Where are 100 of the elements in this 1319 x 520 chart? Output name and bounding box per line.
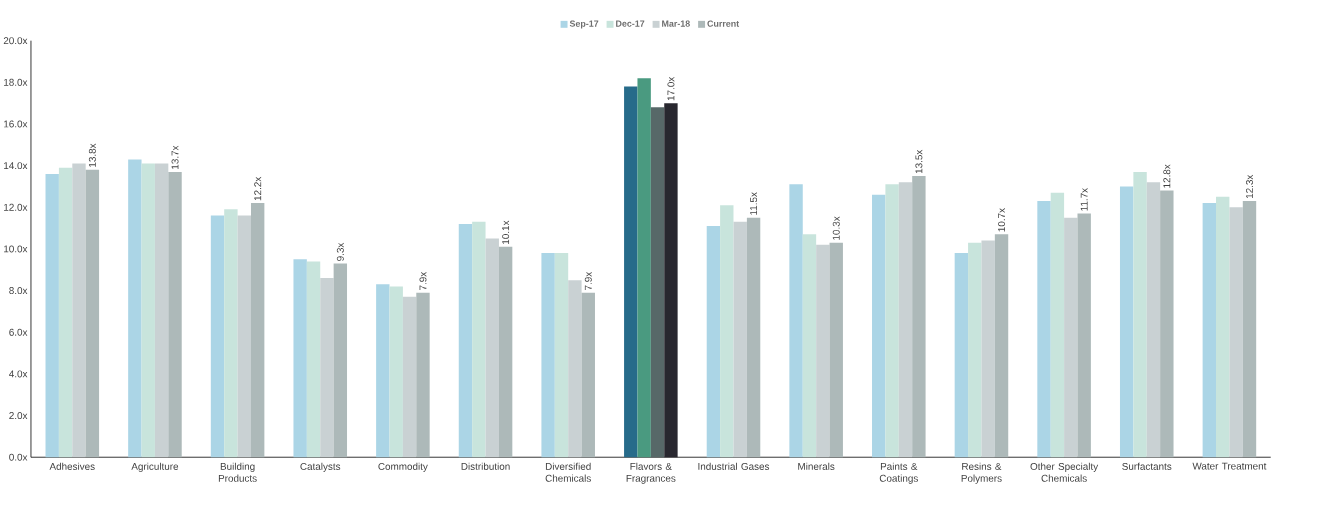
data-label: 13.7x bbox=[171, 145, 179, 170]
x-tick-label: Surfactants bbox=[1122, 462, 1172, 471]
bar bbox=[458, 224, 473, 458]
bar bbox=[1202, 203, 1217, 458]
bar bbox=[333, 263, 348, 458]
bar bbox=[720, 205, 734, 458]
bar bbox=[885, 184, 899, 458]
data-label: 13.8x bbox=[88, 143, 96, 167]
data-label: 17.0x bbox=[667, 77, 675, 101]
bar bbox=[485, 238, 499, 458]
y-tick-label: 4.0x bbox=[9, 370, 28, 378]
y-tick-label: 12.0x bbox=[4, 203, 28, 211]
bar bbox=[376, 284, 390, 458]
x-tick-label: Flavors & Fragrances bbox=[626, 462, 676, 484]
bar bbox=[224, 209, 238, 458]
bar bbox=[416, 292, 430, 458]
bar bbox=[1160, 190, 1174, 458]
bar bbox=[472, 222, 486, 458]
bar bbox=[554, 253, 569, 458]
x-tick-label: Adhesives bbox=[49, 462, 95, 471]
bar bbox=[168, 172, 182, 458]
x-tick-label: Water Treatment bbox=[1192, 462, 1267, 470]
bar bbox=[650, 107, 665, 458]
x-tick-label: Agriculture bbox=[131, 462, 179, 473]
bar bbox=[968, 242, 982, 458]
bar bbox=[664, 103, 678, 458]
legend-label: Sep-17 bbox=[569, 20, 599, 29]
y-tick-label: 6.0x bbox=[9, 328, 28, 336]
bar bbox=[789, 184, 803, 458]
bar bbox=[128, 159, 142, 458]
bar bbox=[816, 244, 830, 458]
bar bbox=[912, 176, 926, 458]
bar bbox=[624, 86, 638, 458]
bar bbox=[541, 253, 555, 458]
data-label: 12.2x bbox=[254, 177, 262, 201]
bar bbox=[1064, 217, 1078, 458]
y-tick-label: 10.0x bbox=[4, 245, 28, 253]
x-tick-label: Building Products bbox=[218, 462, 257, 482]
y-tick-label: 14.0x bbox=[4, 162, 28, 170]
bar bbox=[1229, 207, 1243, 458]
bar bbox=[85, 169, 100, 458]
bar bbox=[581, 292, 595, 458]
bar bbox=[389, 286, 403, 458]
bar bbox=[872, 194, 886, 458]
x-tick-label: Industrial Gases bbox=[698, 462, 770, 471]
x-tick-label: Commodity bbox=[378, 462, 428, 473]
bar bbox=[829, 242, 843, 458]
bar bbox=[1146, 182, 1161, 458]
bar bbox=[1050, 192, 1065, 458]
bar bbox=[320, 278, 334, 458]
bar bbox=[1216, 197, 1230, 458]
bar bbox=[733, 222, 747, 458]
data-label: 7.9x bbox=[419, 272, 427, 291]
data-label: 10.7x bbox=[998, 208, 1006, 232]
legend-label: Dec-17 bbox=[616, 20, 645, 27]
data-label: 7.9x bbox=[584, 272, 592, 291]
bar bbox=[746, 217, 761, 458]
bar bbox=[1133, 172, 1147, 458]
y-tick-label: 2.0x bbox=[9, 412, 28, 420]
bar bbox=[568, 280, 582, 458]
bar bbox=[45, 174, 59, 458]
bar bbox=[981, 240, 995, 458]
bar bbox=[1037, 201, 1051, 458]
data-label: 11.5x bbox=[750, 192, 758, 215]
bar bbox=[154, 163, 169, 458]
bar bbox=[72, 163, 86, 458]
data-label: 12.8x bbox=[1163, 164, 1171, 188]
bar bbox=[306, 261, 321, 458]
bar bbox=[706, 226, 721, 458]
bar bbox=[802, 234, 817, 458]
data-label: 10.1x bbox=[502, 220, 510, 245]
bar bbox=[1119, 186, 1134, 458]
bar bbox=[58, 167, 73, 458]
bar bbox=[210, 215, 225, 458]
data-label: 12.3x bbox=[1245, 174, 1253, 199]
data-label: 9.3x bbox=[336, 242, 344, 262]
bar bbox=[402, 296, 417, 458]
bar bbox=[1242, 201, 1257, 458]
bar bbox=[498, 247, 513, 458]
x-tick-label: Catalysts bbox=[300, 462, 341, 473]
x-tick-label: Resins & Polymers bbox=[961, 462, 1002, 484]
bar bbox=[293, 259, 307, 458]
bar bbox=[898, 182, 913, 458]
bar bbox=[250, 203, 265, 458]
y-tick-label: 16.0x bbox=[4, 120, 28, 128]
x-tick-label: Other Specialty Chemicals bbox=[1030, 462, 1099, 482]
bar bbox=[954, 253, 969, 458]
legend-label: Current bbox=[707, 20, 740, 27]
data-label: 13.5x bbox=[915, 149, 923, 174]
bar bbox=[141, 163, 155, 458]
y-tick-label: 0.0x bbox=[9, 453, 28, 461]
y-tick-label: 18.0x bbox=[4, 78, 28, 86]
x-tick-label: Minerals bbox=[798, 462, 835, 471]
x-tick-label: Distribution bbox=[461, 462, 510, 471]
bar bbox=[237, 215, 251, 458]
y-tick-label: 8.0x bbox=[9, 287, 28, 295]
x-tick-label: Paints & Coatings bbox=[879, 462, 918, 484]
bar bbox=[1077, 213, 1091, 458]
legend-label: Mar-18 bbox=[662, 20, 690, 27]
data-label: 10.3x bbox=[832, 216, 840, 240]
